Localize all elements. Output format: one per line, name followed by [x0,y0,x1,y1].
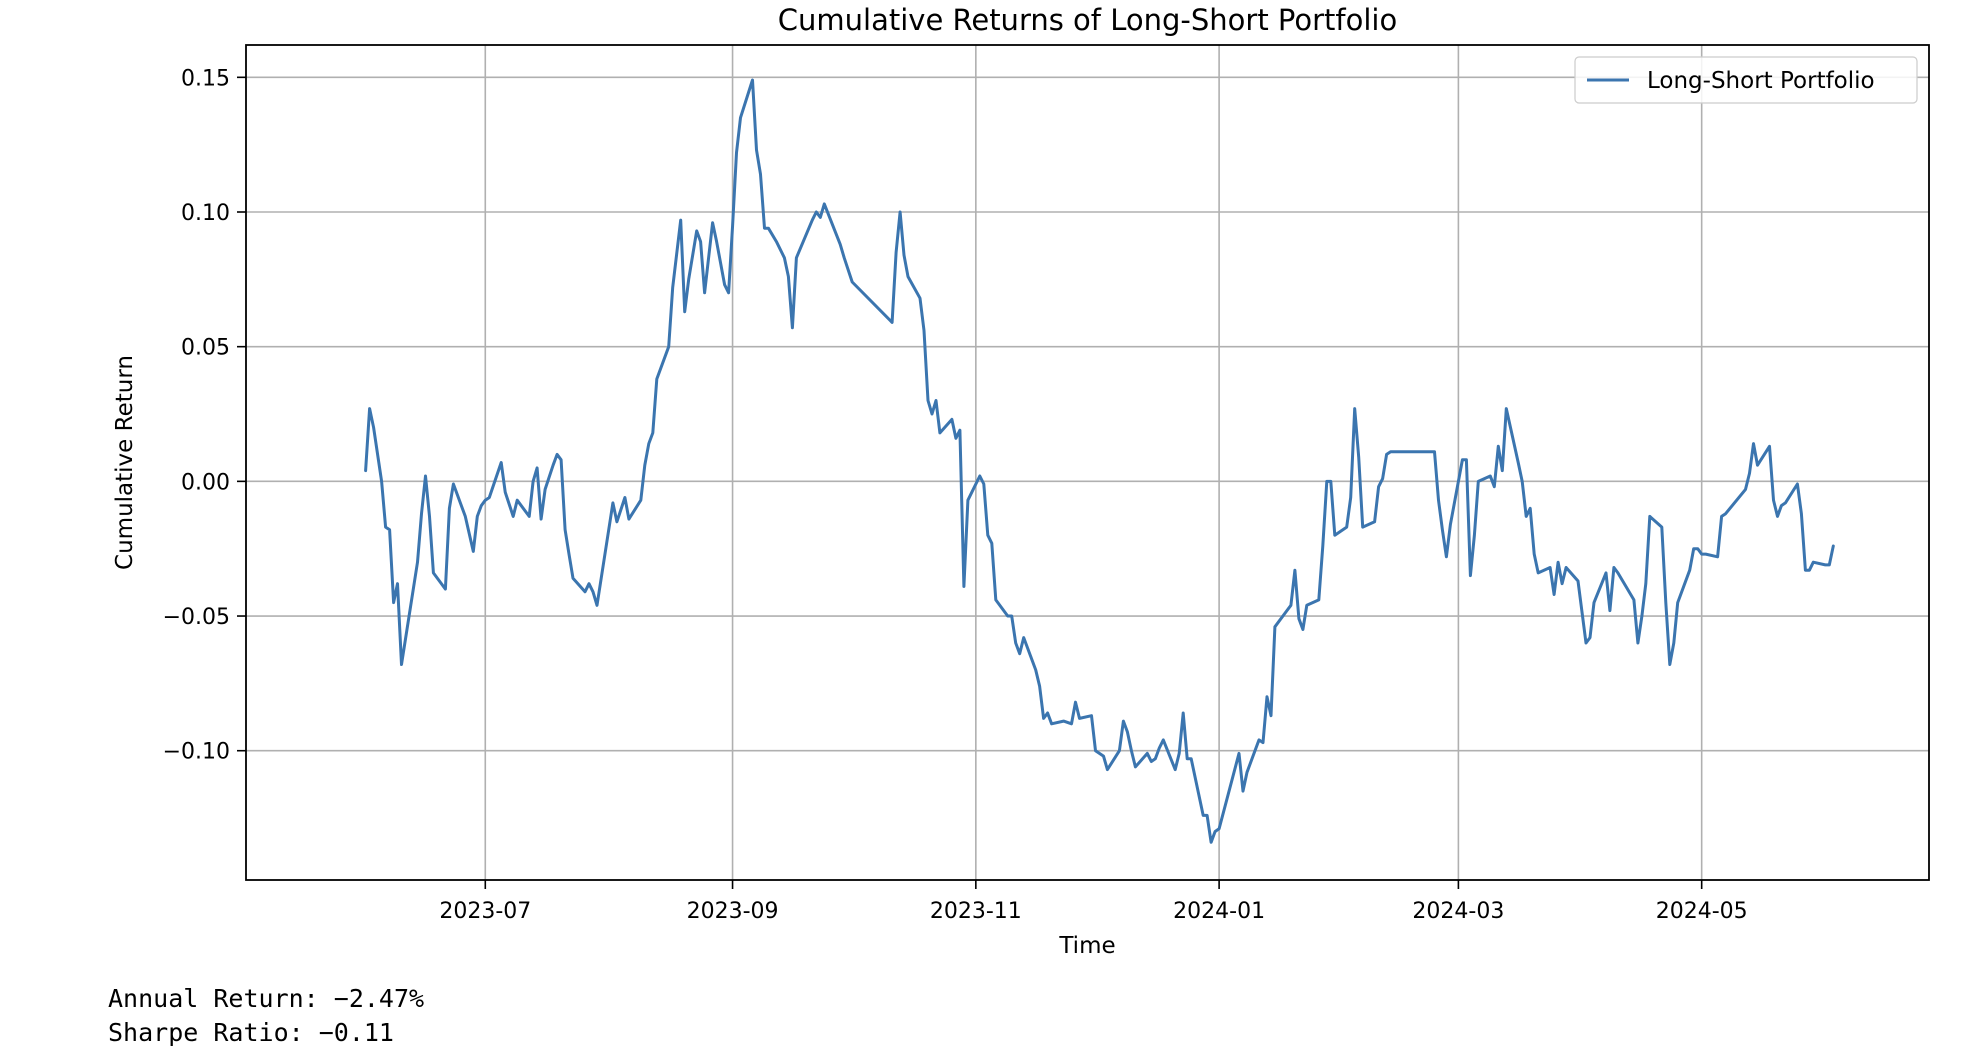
y-axis-label: Cumulative Return [112,355,138,570]
sharpe-ratio-text: Sharpe Ratio: −0.11 [108,1018,394,1047]
y-tick-label: 0.00 [181,470,230,495]
x-tick-label: 2023-07 [439,899,531,924]
x-tick-label: 2024-01 [1173,899,1265,924]
grid [246,45,1929,880]
y-tick-label: 0.15 [181,66,230,91]
ticks: 2023-07 2023-09 2023-11 2024-01 2024-03 2024-… [163,66,1748,924]
y-tick-label: −0.05 [163,605,230,630]
x-tick-label: 2024-03 [1412,899,1504,924]
series-line [364,78,1835,844]
stats-output: Annual Return: −2.47% Sharpe Ratio: −0.11 [108,982,424,1050]
annual-return-text: Annual Return: −2.47% [108,984,425,1013]
x-axis-label: Time [1058,933,1115,959]
y-tick-label: 0.05 [181,336,230,361]
x-tick-label: 2023-11 [930,899,1022,924]
x-tick-label: 2023-09 [687,899,779,924]
y-tick-label: −0.10 [163,740,230,765]
legend: Long-Short Portfolio [1574,56,1918,104]
line-chart: 2023-07 2023-09 2023-11 2024-01 2024-03 2024-… [112,3,1930,959]
plot-frame [245,44,1930,881]
x-tick-label: 2024-05 [1656,899,1748,924]
legend-label: Long-Short Portfolio [1647,68,1875,94]
series-layer [364,78,1835,844]
legend-box [1574,56,1918,104]
chart: 2023-07 2023-09 2023-11 2024-01 2024-03 2024-… [112,3,1930,959]
y-tick-label: 0.10 [181,201,230,226]
chart-title: Cumulative Returns of Long-Short Portfol… [778,3,1397,37]
